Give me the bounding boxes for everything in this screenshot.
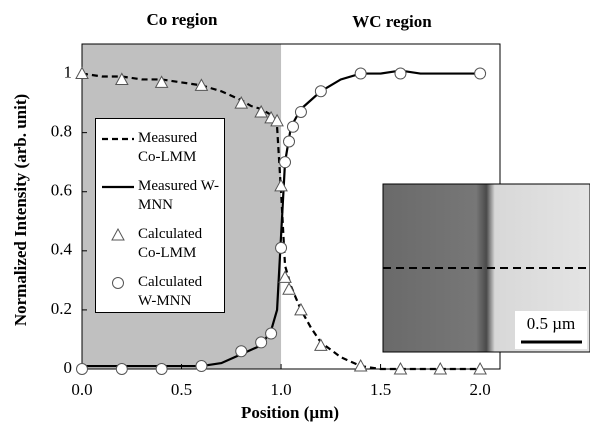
data-point [294,302,308,316]
x-tick-label: 1.5 [370,380,391,399]
legend-entry: Measured W-MNN [96,177,226,223]
x-axis-label: Position (µm) [241,403,339,422]
region-label: WC region [352,12,432,31]
data-point [286,120,299,133]
x-tick-label: 1.0 [270,380,291,399]
data-point [473,361,487,375]
y-tick-label: 0 [64,358,73,377]
x-tick-label: 2.0 [469,380,490,399]
data-point [278,270,292,283]
data-point [254,104,268,118]
data-point [115,363,128,375]
region-label: Co region [147,10,219,29]
y-tick-label: 0.2 [51,299,72,318]
data-point [270,113,284,127]
data-point [354,67,367,80]
legend-marker [112,277,124,289]
data-point [275,241,288,254]
y-tick-label: 0.4 [51,240,73,259]
data-point [265,327,278,340]
legend-label: Measured Co-LMM [138,130,198,165]
x-tick-label: 0.5 [171,380,192,399]
data-point [114,72,129,85]
data-point [154,75,169,88]
legend-entry: Calculated Co-LMM [96,225,226,271]
data-point [235,345,248,358]
data-point [155,363,168,375]
legend-symbol [102,185,134,189]
data-point [353,359,368,372]
legend-entry: Measured Co-LMM [96,129,226,175]
data-point [234,96,249,109]
y-tick-label: 0.8 [51,122,72,141]
data-point [279,156,292,169]
data-point [274,178,288,192]
data-point [76,363,88,375]
legend-label: Measured W-MNN [138,178,219,213]
data-point [314,338,328,351]
data-point [294,105,307,118]
legend-label: Calculated Co-LMM [138,226,203,261]
legend-marker [111,227,125,241]
y-tick-label: 0.6 [51,181,72,200]
data-point [394,67,407,80]
data-point [283,135,296,148]
legend-symbol [112,277,124,289]
data-point [282,282,296,295]
legend-symbol [102,137,134,141]
legend-symbol [111,227,125,241]
data-point [393,361,408,375]
legend-label: Calculated W-MNN [138,274,203,309]
data-point [255,336,268,349]
data-point [195,360,208,373]
data-point [474,67,487,80]
data-point [75,66,89,80]
y-axis-label: Normalized Intensity (arb. unit) [11,94,30,326]
legend: Measured Co-LMM Measured W-MNN Calculated … [95,118,225,313]
x-tick-label: 0.0 [71,380,92,399]
data-point [433,361,448,375]
data-point [194,78,209,91]
series-line [81,72,481,371]
y-tick-label: 1 [64,62,73,81]
legend-entry: Calculated W-MNN [96,273,226,319]
data-point [314,85,327,98]
